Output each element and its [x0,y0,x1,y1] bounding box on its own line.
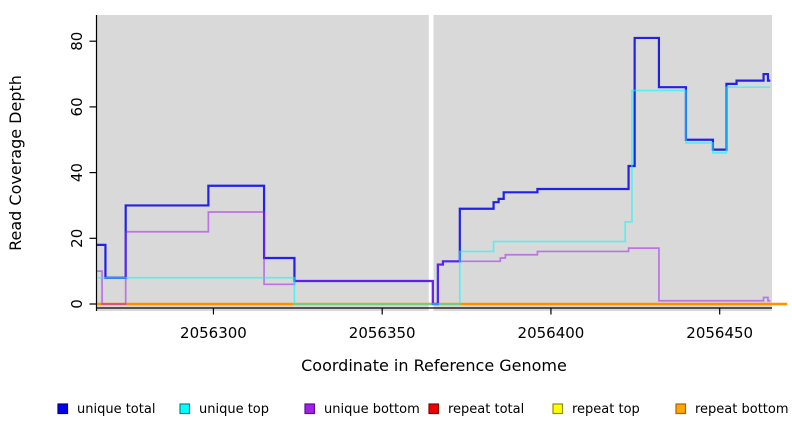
y-axis-title: Read Coverage Depth [6,75,25,251]
plot-area [97,15,772,311]
legend-item: unique top [179,402,269,417]
missing-data-gap-band [428,15,434,311]
legend-label: repeat bottom [695,402,789,417]
y-tick-label: 40 [68,163,86,182]
x-tick-label: 2056350 [349,324,416,342]
legend-item: unique bottom [304,402,420,417]
legend-item: repeat total [428,402,524,417]
legend-label: unique bottom [324,402,420,417]
legend: unique total unique top unique bottom repea… [57,402,789,417]
series-line-unique-bottom [97,211,771,305]
legend-label: repeat total [448,402,524,417]
legend-swatch [428,403,440,415]
y-tick-label: 60 [68,97,86,116]
x-tick-label: 2056400 [518,324,585,342]
legend-item: unique total [57,402,155,417]
legend-swatch [179,403,191,415]
x-tick-label: 2056300 [180,324,247,342]
legend-label: unique top [199,402,269,417]
series-layer [97,36,788,306]
legend-item: repeat top [552,402,640,417]
legend-label: repeat top [572,402,640,417]
series-line-unique-top [97,86,771,305]
legend-swatch [552,403,564,415]
x-axis-title: Coordinate in Reference Genome [301,356,567,375]
x-tick-label: 2056450 [686,324,753,342]
y-tick-label: 80 [68,32,86,51]
legend-swatch [675,403,687,415]
y-tick-label: 20 [68,229,86,248]
y-tick-label: 0 [68,299,86,309]
plot-background-layer [97,15,772,311]
axis-layer: 2056300 2056350 2056400 2056450 0 20 40 60 80 [68,15,772,342]
legend-swatch [304,403,316,415]
legend-swatch [57,403,69,415]
legend-label: unique total [77,402,155,417]
legend-item: repeat bottom [675,402,789,417]
